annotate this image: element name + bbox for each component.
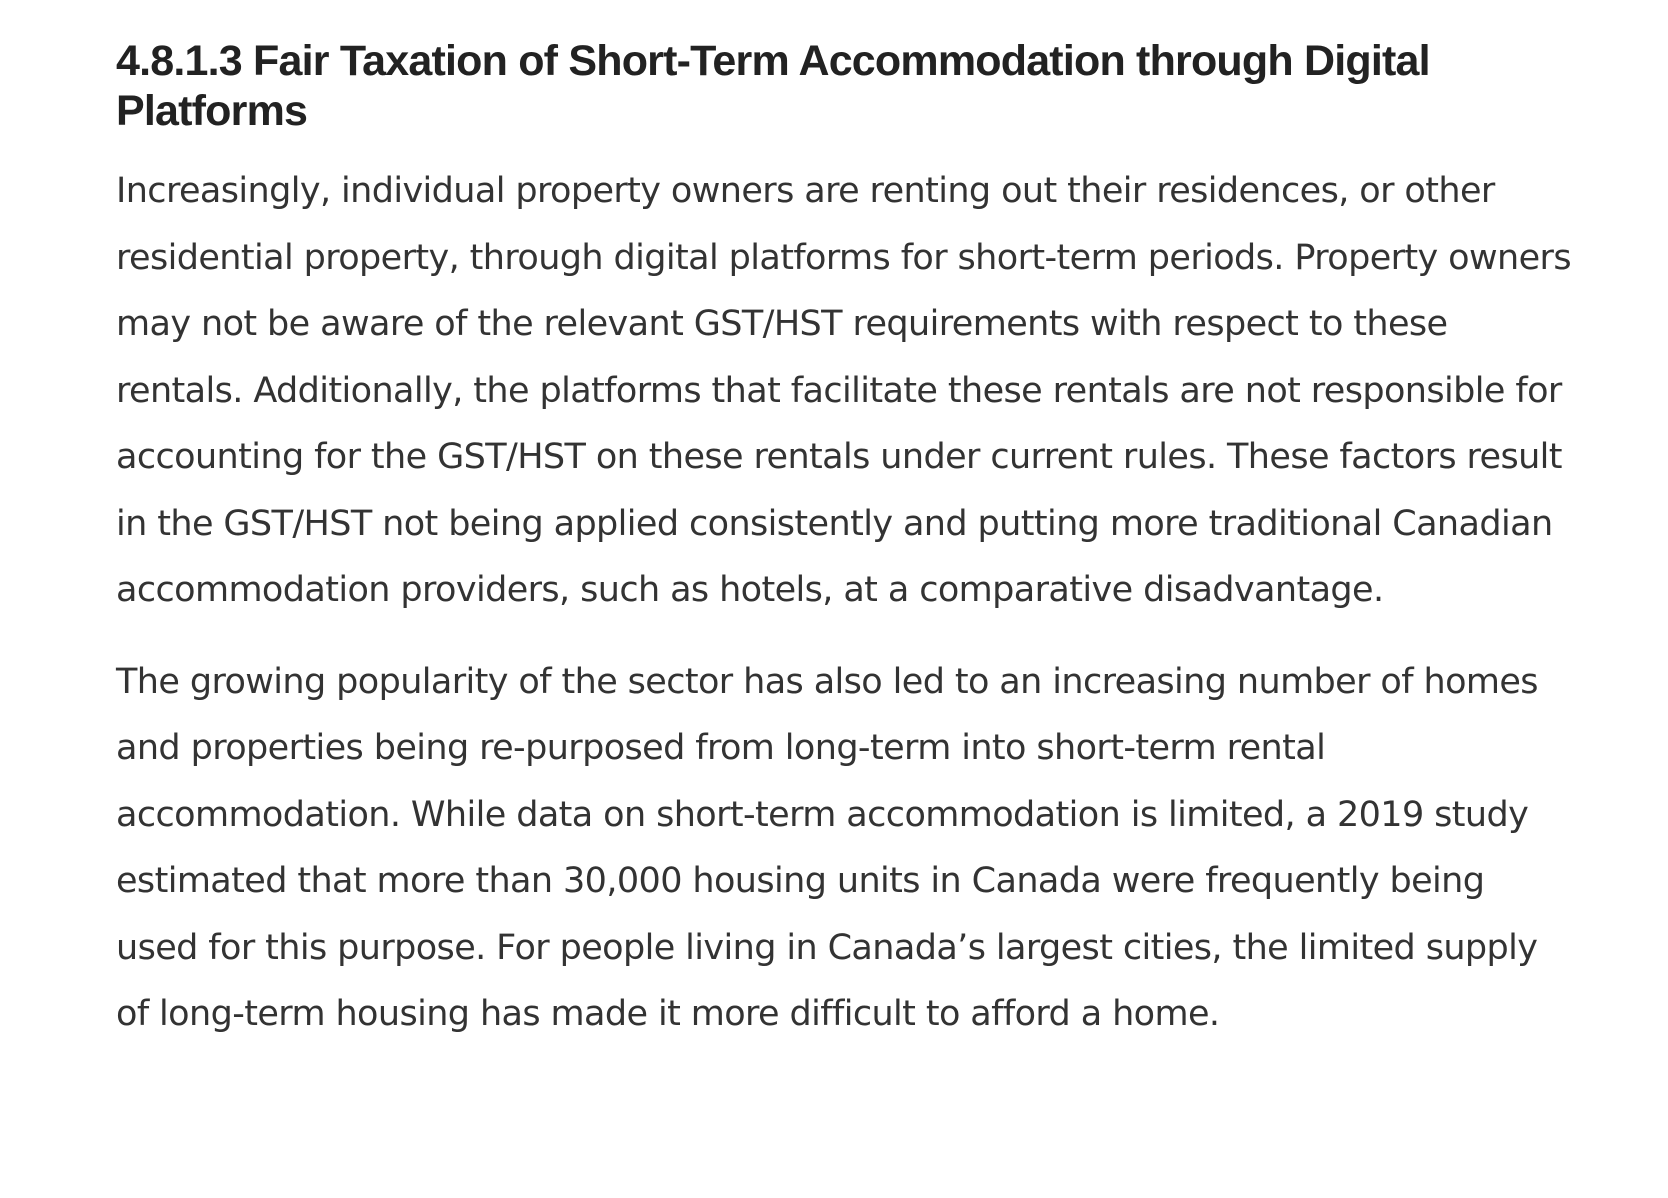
section-heading: 4.8.1.3 Fair Taxation of Short-Term Acco… [116, 37, 1431, 135]
paragraph-housing-supply: The growing popularity of the sector has… [116, 661, 1539, 1035]
paragraph-short-term-rentals-gst: Increasingly, individual property owners… [116, 171, 1572, 610]
document-page: 4.8.1.3 Fair Taxation of Short-Term Acco… [116, 36, 1576, 1048]
